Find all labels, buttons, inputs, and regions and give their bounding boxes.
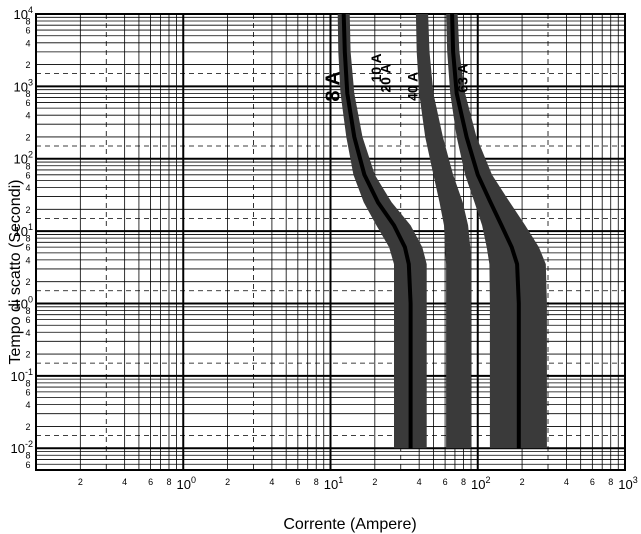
y-tick-label: 101 [14, 222, 33, 239]
grid [35, 13, 626, 471]
x-tick-label: 103 [618, 475, 637, 492]
x-axis-title: Corrente (Ampere) [283, 516, 416, 533]
x-minor-tick-label: 8 [461, 477, 466, 487]
y-tick-label: 100 [14, 294, 33, 311]
centerline-63-a [450, 13, 521, 449]
y-minor-tick-label: 2 [25, 132, 30, 142]
y-minor-tick-label: 6 [25, 98, 30, 108]
tick-labels: 10-210-110010110210310468246824682468246… [11, 5, 638, 492]
x-tick-label: 100 [177, 475, 196, 492]
y-minor-tick-label: 8 [25, 234, 30, 244]
x-minor-tick-label: 6 [590, 477, 595, 487]
y-tick-label: 103 [14, 77, 33, 94]
x-minor-tick-label: 6 [295, 477, 300, 487]
y-minor-tick-label: 8 [25, 89, 30, 99]
x-minor-tick-label: 2 [520, 477, 525, 487]
y-minor-tick-label: 6 [25, 26, 30, 36]
y-minor-tick-label: 6 [25, 170, 30, 180]
y-minor-tick-label: 8 [25, 451, 30, 461]
y-minor-tick-label: 2 [25, 422, 30, 432]
y-minor-tick-label: 4 [25, 38, 30, 48]
y-minor-tick-label: 6 [25, 315, 30, 325]
x-minor-tick-label: 2 [225, 477, 230, 487]
y-tick-label: 10-1 [11, 367, 33, 384]
y-axis-title: Tempo di scatto (Secondi) [7, 180, 24, 365]
x-minor-tick-label: 8 [166, 477, 171, 487]
curve-label-63-a: 63 A [454, 64, 470, 93]
y-minor-tick-label: 6 [25, 460, 30, 470]
x-minor-tick-label: 4 [417, 477, 422, 487]
x-minor-tick-label: 4 [122, 477, 127, 487]
x-tick-label: 101 [324, 475, 343, 492]
curve-label-40-a: 40 A [405, 72, 421, 101]
y-minor-tick-label: 6 [25, 243, 30, 253]
x-minor-tick-label: 8 [608, 477, 613, 487]
curve-label-10-a: 10 A [368, 53, 384, 82]
x-minor-tick-label: 2 [78, 477, 83, 487]
y-minor-tick-label: 8 [25, 306, 30, 316]
x-tick-label: 102 [471, 475, 490, 492]
curve-centerlines [341, 13, 521, 449]
y-minor-tick-label: 4 [25, 328, 30, 338]
y-minor-tick-label: 8 [25, 161, 30, 171]
x-minor-tick-label: 4 [269, 477, 274, 487]
plot-frame [35, 13, 626, 471]
y-minor-tick-label: 4 [25, 111, 30, 121]
curve-label-8-a: 8 A [322, 71, 344, 101]
y-minor-tick-label: 8 [25, 17, 30, 27]
curve-label-20-a: 20 A [377, 64, 393, 93]
y-minor-tick-label: 2 [25, 277, 30, 287]
y-minor-tick-label: 2 [25, 350, 30, 360]
curve-labels: 8 A 10 A20 A 40 A 63 A [322, 53, 470, 101]
x-minor-tick-label: 8 [314, 477, 319, 487]
y-minor-tick-label: 2 [25, 205, 30, 215]
y-minor-tick-label: 2 [25, 60, 30, 70]
y-minor-tick-label: 4 [25, 183, 30, 193]
y-minor-tick-label: 4 [25, 400, 30, 410]
x-minor-tick-label: 2 [372, 477, 377, 487]
band-40-a [415, 14, 471, 449]
y-minor-tick-label: 4 [25, 255, 30, 265]
y-minor-tick-label: 8 [25, 378, 30, 388]
x-minor-tick-label: 6 [443, 477, 448, 487]
y-tick-label: 102 [14, 150, 33, 167]
y-minor-tick-label: 6 [25, 387, 30, 397]
band-8-a [337, 14, 427, 449]
curve-bands [337, 14, 547, 449]
band-63-a [446, 14, 547, 449]
y-tick-label: 10-2 [11, 439, 33, 456]
y-tick-label: 104 [14, 5, 33, 22]
x-minor-tick-label: 4 [564, 477, 569, 487]
centerline-8-a [341, 13, 413, 449]
x-minor-tick-label: 6 [148, 477, 153, 487]
